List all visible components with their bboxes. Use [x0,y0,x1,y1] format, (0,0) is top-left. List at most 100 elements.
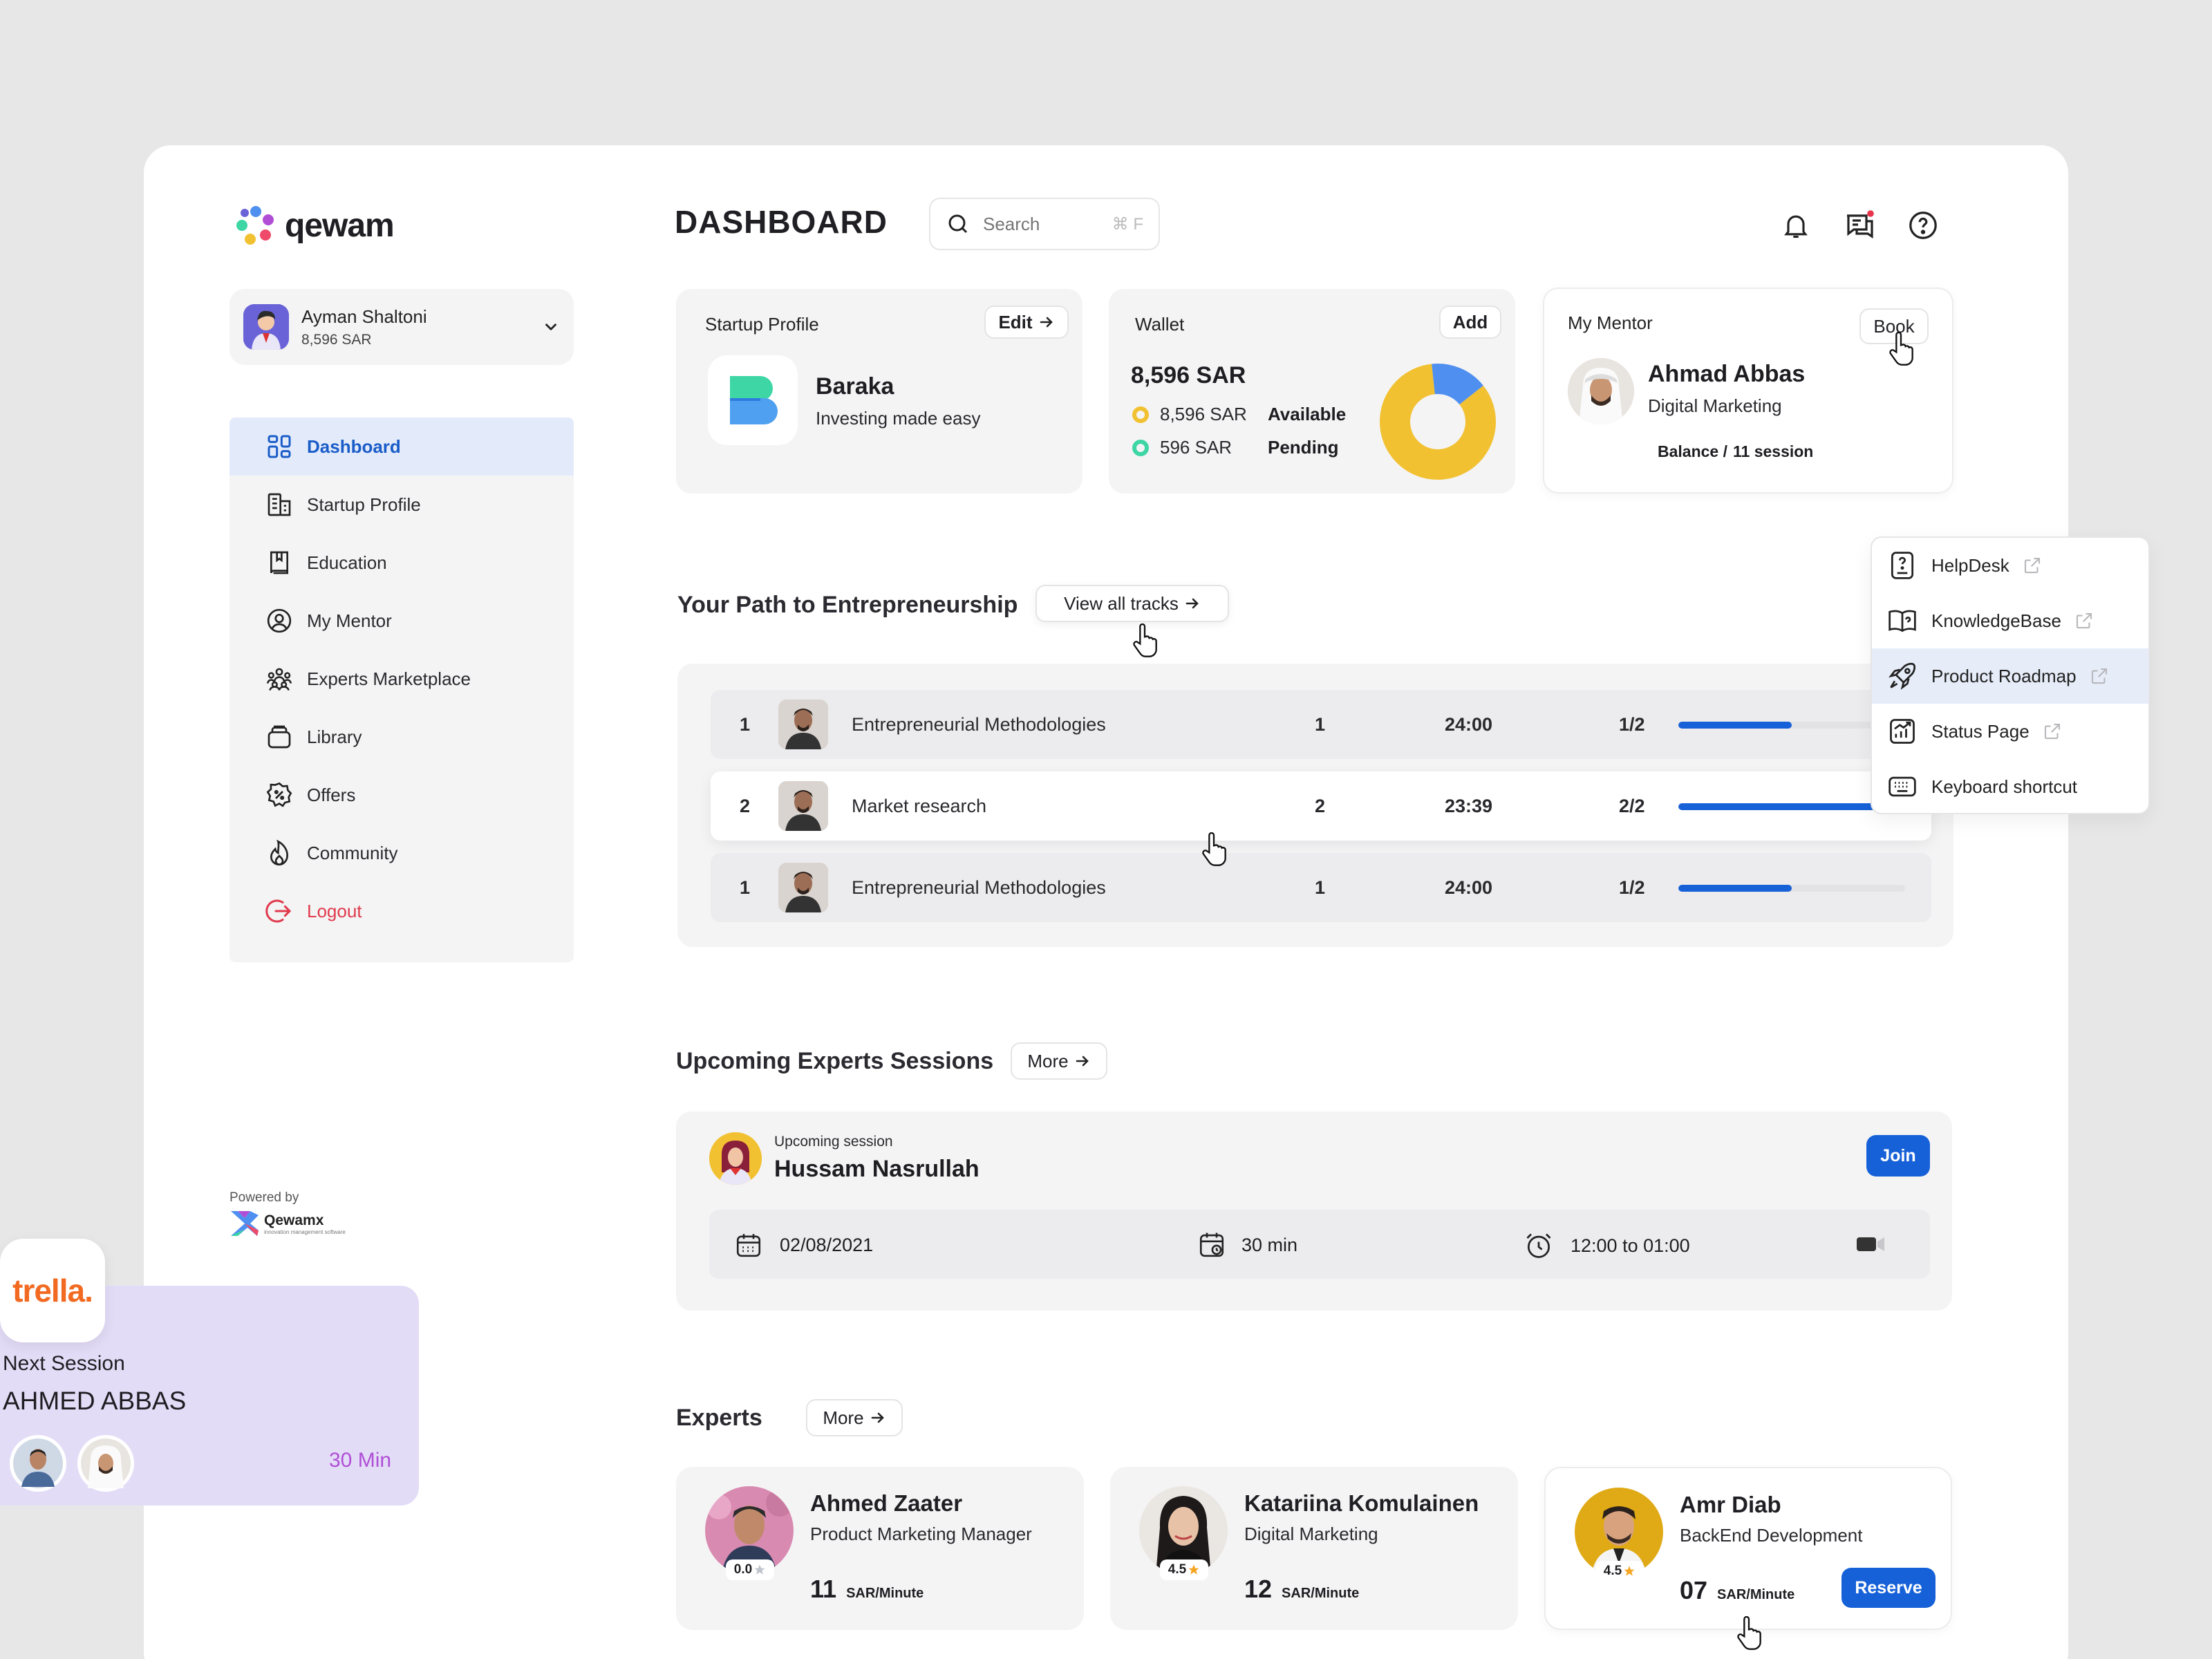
edit-startup-button[interactable]: Edit [984,306,1069,339]
user-circle-icon [264,606,294,636]
hand-cursor-icon [1889,332,1913,366]
view-all-tracks-button[interactable]: View all tracks [1035,585,1229,622]
sidebar-item-label: Dashboard [307,435,401,457]
sidebar-item-community[interactable]: Community [229,824,574,882]
next-session-label: Next Session [3,1352,125,1375]
edit-label: Edit [998,311,1033,332]
messages-button[interactable] [1840,206,1879,245]
track-row[interactable]: 1 Entrepreneurial Methodologies 1 24:00 … [711,690,1931,759]
next-session-duration: 30 Min [329,1449,392,1472]
join-session-button[interactable]: Join [1866,1135,1930,1177]
next-session-card[interactable]: Next Session AHMED ABBAS 30 Min [0,1286,419,1506]
add-funds-button[interactable]: Add [1439,306,1501,339]
experts-more-button[interactable]: More [806,1399,903,1436]
video-camera-icon[interactable] [1855,1233,1886,1255]
external-link-icon [2044,723,2060,740]
sidebar-item-offers[interactable]: Offers [229,766,574,824]
book-label: Book [1873,315,1915,337]
expert-card[interactable]: 4.5 Amr Diab BackEnd Development 07 SAR/M… [1544,1467,1952,1630]
track-count: 2 [1315,795,1326,816]
dashboard-icon [264,431,294,462]
tag-icon [264,780,294,810]
qewamx-logo[interactable]: Qewamx innovation management software [229,1210,346,1237]
sidebar-item-experts-marketplace[interactable]: Experts Marketplace [229,650,574,708]
path-section-title: Your Path to Entrepreneurship [677,592,1018,618]
reserve-label: Reserve [1855,1577,1922,1597]
join-label: Join [1880,1145,1916,1165]
track-time: 24:00 [1445,877,1493,898]
startup-logo [708,355,798,445]
expert-card[interactable]: 0.0 Ahmed Zaater Product Marketing Manag… [676,1467,1084,1630]
search-shortcut: ⌘ F [1112,214,1143,234]
library-icon [264,722,294,752]
price-value: 12 [1244,1575,1273,1603]
user-switcher[interactable]: Ayman Shaltoni 8,596 SAR [229,289,574,365]
app-logo[interactable]: qewam [235,203,395,247]
menu-item-helpdesk[interactable]: HelpDesk [1872,538,2148,593]
keyboard-icon [1888,776,1916,797]
next-session-name: AHMED ABBAS [3,1387,187,1415]
expert-name: Katariina Komulainen [1244,1490,1479,1516]
sidebar-item-label: Experts Marketplace [307,668,471,689]
sidebar-item-logout[interactable]: Logout [229,882,574,940]
sidebar-item-label: Logout [307,900,362,921]
menu-item-label: Status Page [1931,720,2030,742]
price-unit: SAR/Minute [846,1586,924,1601]
wallet-title: Wallet [1135,314,1185,335]
wallet-row-pending: 596 SAR Pending [1132,437,1339,458]
search-input[interactable] [983,213,1080,235]
expert-card[interactable]: 4.5 Katariina Komulainen Digital Marketi… [1110,1467,1518,1630]
menu-item-keyboard-shortcut[interactable]: Keyboard shortcut [1872,759,2148,814]
mentor-title: My Mentor [1568,312,1653,333]
session-time: 12:00 to 01:00 [1524,1230,1690,1261]
sidebar-nav: Dashboard Startup Profile Education My M… [229,418,574,962]
track-index: 2 [740,795,751,816]
people-group-icon [264,664,294,694]
bell-icon [1784,215,1808,238]
session-duration: 30 min [1197,1230,1297,1259]
chevron-down-icon[interactable] [542,318,560,336]
sidebar-item-library[interactable]: Library [229,708,574,766]
rocket-icon [1888,662,1916,690]
help-button[interactable] [1904,206,1942,245]
add-label: Add [1452,311,1488,332]
external-link-icon [2091,668,2107,684]
session-expert-name: Hussam Nasrullah [774,1156,980,1182]
menu-item-product-roadmap[interactable]: Product Roadmap [1872,648,2148,704]
qewamx-subtitle: innovation management software [264,1228,346,1235]
sessions-more-button[interactable]: More [1011,1042,1107,1080]
external-link-icon [2076,612,2092,629]
book-session-button[interactable]: Book [1859,308,1929,344]
arrow-right-icon [1040,317,1053,328]
participant-avatar [77,1435,134,1492]
expert-rating: 0.0 [726,1559,774,1580]
reserve-button[interactable]: Reserve [1841,1568,1936,1608]
mentor-balance-label: Balance / [1658,442,1727,460]
sidebar-item-education[interactable]: Education [229,534,574,592]
search-box[interactable]: ⌘ F [929,198,1160,250]
wallet-row-available: 8,596 SAR Available [1132,404,1346,425]
menu-item-knowledgebase[interactable]: KnowledgeBase [1872,593,2148,648]
wallet-card: Wallet Add 8,596 SAR 8,596 SAR Available… [1109,289,1515,494]
notification-button[interactable] [1777,206,1815,245]
available-dot [1132,406,1149,423]
sidebar-item-startup-profile[interactable]: Startup Profile [229,476,574,534]
trella-brand: trella. [12,1273,93,1309]
track-time: 24:00 [1445,713,1493,735]
track-row[interactable]: 2 Market research 2 23:39 2/2 [711,771,1931,841]
rating-value: 4.5 [1603,1564,1622,1578]
question-doc-icon [1891,552,1914,579]
sidebar-item-my-mentor[interactable]: My Mentor [229,592,574,650]
track-progress-text: 1/2 [1619,877,1645,898]
pending-dot [1132,439,1149,456]
track-row[interactable]: 1 Entrepreneurial Methodologies 1 24:00 … [711,853,1931,922]
participant-avatar [10,1435,66,1492]
sidebar-item-dashboard[interactable]: Dashboard [229,418,574,476]
menu-item-status-page[interactable]: Status Page [1872,704,2148,759]
session-date-text: 02/08/2021 [780,1234,874,1255]
track-progress-fill [1678,885,1792,892]
track-progress-bar [1678,803,1905,810]
startup-profile-title: Startup Profile [705,314,819,335]
available-label: Available [1268,404,1347,424]
sessions-section-title: Upcoming Experts Sessions [676,1048,994,1074]
